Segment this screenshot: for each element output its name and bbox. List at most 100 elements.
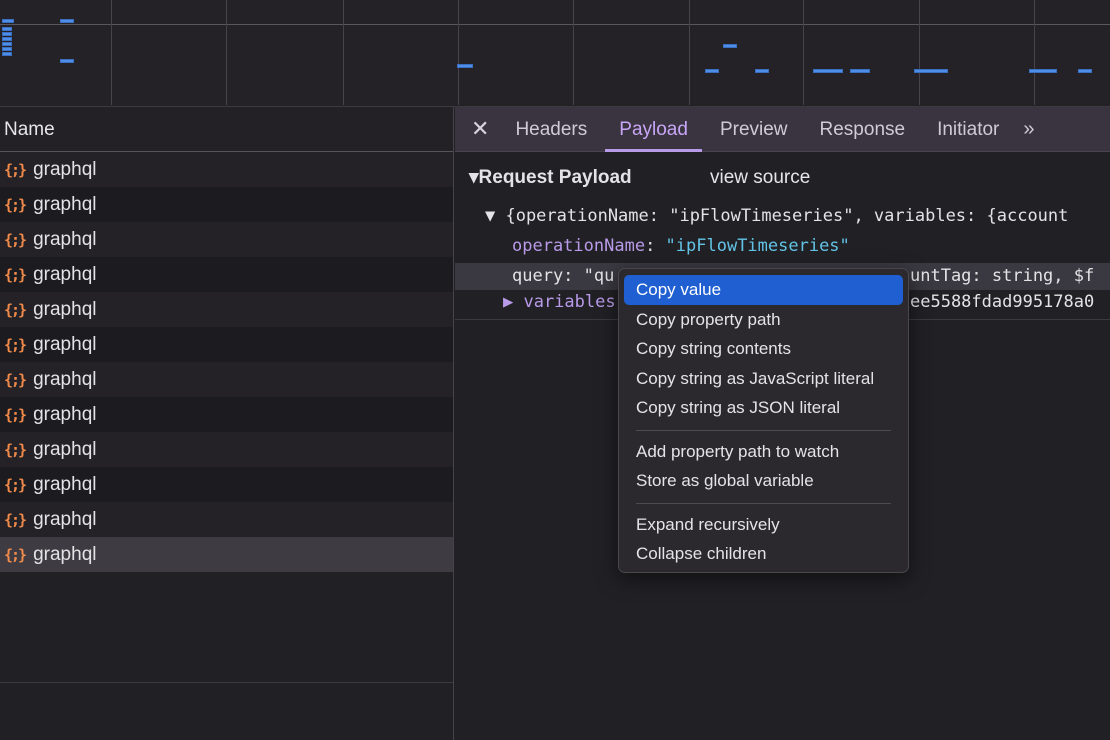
graphql-icon: {;} [4, 510, 27, 529]
graphql-icon: {;} [4, 230, 27, 249]
request-bar [914, 69, 948, 73]
menu-separator [636, 502, 891, 504]
grid-line [1034, 0, 1035, 105]
request-row[interactable]: {;} graphql [0, 397, 453, 432]
menu-item-copy-string-as-javascript-literal[interactable]: Copy string as JavaScript literal [636, 368, 875, 388]
tab-payload[interactable]: Payload [603, 107, 704, 152]
graphql-icon: {;} [4, 370, 27, 389]
network-overview-timeline[interactable] [0, 0, 1110, 107]
request-name: graphql [33, 368, 97, 390]
name-column-header[interactable]: Name [0, 107, 453, 152]
request-row[interactable]: {;} graphql [0, 187, 453, 222]
request-bar [2, 32, 12, 36]
grid-line [573, 0, 574, 105]
request-row[interactable]: {;} graphql [0, 432, 453, 467]
operation-name-property[interactable]: operationName: "ipFlowTimeseries" [512, 236, 850, 256]
request-row[interactable]: {;} graphql [0, 502, 453, 537]
graphql-icon: {;} [4, 545, 27, 564]
variables-property-tail: ee5588fdad995178a0 [910, 292, 1095, 312]
grid-line [689, 0, 690, 105]
menu-item-copy-string-as-json-literal[interactable]: Copy string as JSON literal [636, 398, 841, 417]
request-row[interactable]: {;} graphql [0, 292, 453, 327]
request-row[interactable]: {;} graphql [0, 222, 453, 257]
request-payload-section: ▾Request Payload view source ▼ {operatio… [455, 152, 1110, 320]
request-payload-toggle[interactable]: ▾Request Payload [469, 167, 632, 188]
variables-property[interactable]: ▶ variables [503, 292, 616, 312]
graphql-icon: {;} [4, 475, 27, 494]
request-row[interactable]: {;} graphql [0, 362, 453, 397]
request-bar [2, 42, 12, 46]
tab-response[interactable]: Response [819, 118, 906, 140]
property-key: operationName [512, 236, 646, 256]
grid-line [226, 0, 227, 105]
request-row[interactable]: {;} graphql [0, 537, 453, 572]
request-bar [813, 69, 843, 73]
request-bar [850, 69, 870, 73]
request-bar [705, 69, 719, 73]
request-bar [457, 64, 473, 68]
query-property[interactable]: query: "qu [512, 266, 615, 286]
request-bar [1029, 69, 1057, 73]
request-bar [60, 19, 74, 23]
request-name: graphql [33, 193, 97, 215]
graphql-icon: {;} [4, 335, 27, 354]
request-bar [723, 44, 737, 48]
request-bar [2, 37, 12, 41]
request-row[interactable]: {;} graphql [0, 257, 453, 292]
request-bar [2, 19, 14, 23]
request-bar [2, 27, 12, 31]
menu-separator [636, 429, 891, 431]
menu-item-collapse-children[interactable]: Collapse children [636, 544, 767, 563]
request-list: {;} graphql {;} graphql {;} graphql {;} graphql… [0, 152, 453, 572]
grid-line [111, 0, 112, 105]
graphql-icon: {;} [4, 440, 27, 459]
request-name: graphql [33, 298, 97, 320]
details-panel: ✕ Headers Payload Preview Response Initi… [455, 107, 1110, 740]
close-icon[interactable]: ✕ [471, 116, 490, 141]
request-name: graphql [33, 438, 97, 460]
property-value: "ipFlowTimeseries" [665, 236, 850, 256]
menu-item-expand-recursively[interactable]: Expand recursively [636, 514, 780, 534]
request-row[interactable]: {;} graphql [0, 152, 453, 187]
menu-item-copy-value[interactable]: Copy value [624, 275, 903, 305]
request-name: graphql [33, 403, 97, 425]
menu-item-store-as-global-variable[interactable]: Store as global variable [636, 471, 814, 490]
view-source-link[interactable]: view source [710, 167, 811, 188]
graphql-icon: {;} [4, 405, 27, 424]
request-bar [60, 59, 74, 63]
request-name: graphql [33, 473, 97, 495]
details-tab-bar: ✕ Headers Payload Preview Response Initi… [455, 107, 1110, 152]
menu-item-copy-property-path[interactable]: Copy property path [636, 309, 781, 329]
grid-line [343, 0, 344, 105]
graphql-icon: {;} [4, 265, 27, 284]
request-name: graphql [33, 508, 97, 530]
request-bar [755, 69, 769, 73]
request-bar [2, 47, 12, 51]
context-menu: Copy value Copy property path Copy string … [618, 268, 909, 573]
graphql-icon: {;} [4, 195, 27, 214]
request-list-panel: Name {;} graphql {;} graphql {;} graphql {;} gr… [0, 107, 454, 740]
request-name: graphql [33, 158, 97, 180]
grid-line [803, 0, 804, 105]
payload-summary[interactable]: ▼ {operationName: "ipFlowTimeseries", va… [485, 206, 1069, 226]
tab-initiator[interactable]: Initiator [937, 118, 1000, 140]
request-name: graphql [33, 543, 97, 565]
request-bar [2, 52, 12, 56]
graphql-icon: {;} [4, 300, 27, 319]
divider [0, 682, 453, 683]
menu-item-copy-string-contents[interactable]: Copy string contents [636, 339, 791, 358]
grid-line [919, 0, 920, 105]
tab-headers[interactable]: Headers [515, 118, 588, 140]
request-name: graphql [33, 263, 97, 285]
request-name: graphql [33, 228, 97, 250]
timeline-marker-line [0, 24, 1110, 25]
request-row[interactable]: {;} graphql [0, 327, 453, 362]
menu-item-add-property-path-to-watch[interactable]: Add property path to watch [636, 441, 840, 461]
graphql-icon: {;} [4, 160, 27, 179]
request-row[interactable]: {;} graphql [0, 467, 453, 502]
tab-preview[interactable]: Preview [719, 118, 788, 140]
more-tabs-icon[interactable]: » [1023, 117, 1035, 140]
request-bar [1078, 69, 1092, 73]
request-name: graphql [33, 333, 97, 355]
query-property-tail: untTag: string, $f [910, 266, 1095, 286]
